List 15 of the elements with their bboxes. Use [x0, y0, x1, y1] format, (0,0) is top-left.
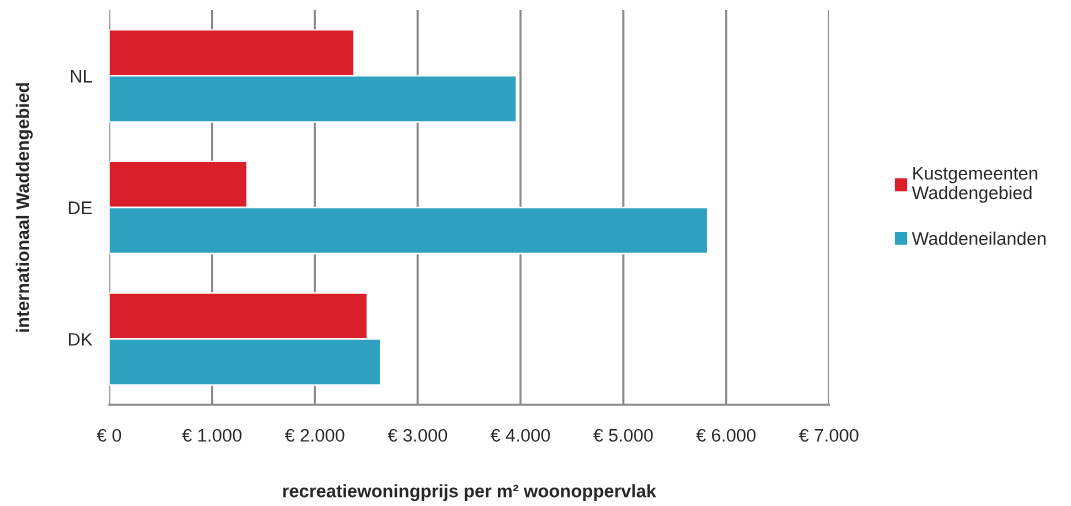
y-tick-label: DE — [68, 201, 92, 214]
x-tick-label: € 5.000 — [593, 428, 653, 442]
x-tick-label: € 1.000 — [182, 428, 242, 442]
x-tick-label: € 6.000 — [696, 428, 756, 442]
x-tick-label: € 3.000 — [387, 428, 448, 442]
y-tick-label: NL — [70, 70, 92, 83]
y-axis-title: internationaal Waddengebied — [15, 83, 33, 332]
x-tick-label: € 4.000 — [490, 428, 550, 442]
legend-label: Waddeneilanden — [911, 231, 1046, 245]
y-tick-label: DK — [68, 333, 93, 346]
legend-label: Kustgemeenten Waddengebied — [911, 167, 1038, 203]
x-tick-label: € 2.000 — [284, 428, 345, 442]
x-tick-label: € 0 — [96, 428, 122, 442]
x-axis-title: recreatiewoningprijs per m² woonoppervlak — [283, 484, 657, 502]
x-tick-label: € 7.000 — [798, 428, 859, 442]
